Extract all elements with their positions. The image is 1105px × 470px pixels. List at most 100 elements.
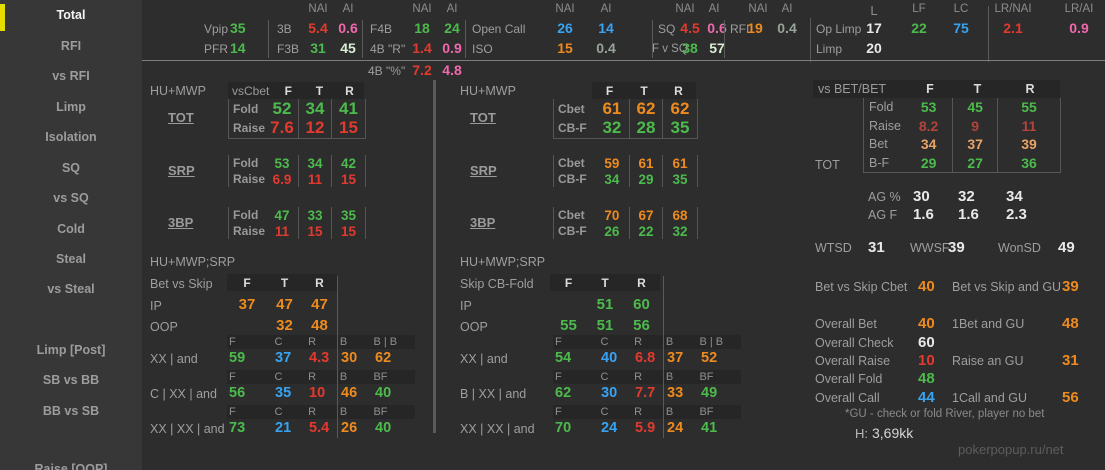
stat-value: 37 <box>953 135 998 154</box>
stat-value: 7.7 <box>635 385 656 401</box>
sidebar-item-partial[interactable]: Raise [OOP] <box>34 462 108 470</box>
sidebar-item-bb-vs-sb[interactable]: BB vs SB <box>42 404 100 418</box>
col-header-nai: NAI <box>412 3 432 15</box>
wtsd-value: 31 <box>868 239 885 256</box>
stat-value: 6.8 <box>635 350 656 366</box>
stat-value: 51 <box>596 317 614 334</box>
stat-value: 7.6 <box>266 118 299 138</box>
watermark: pokerpopup.ru/net <box>958 442 1064 457</box>
stat-value: 15 <box>340 223 357 239</box>
divider <box>810 18 811 62</box>
line-label: XX | XX | and <box>150 422 225 436</box>
overall-check-value: 60 <box>918 334 935 351</box>
sidebar-item-vs-sq[interactable]: vs SQ <box>53 191 89 205</box>
col-flop: F <box>926 82 934 96</box>
subcol-header: F C R B BF <box>227 405 415 419</box>
col-f: F <box>555 336 562 348</box>
overall-fold-label: Overall Fold <box>815 372 883 386</box>
divider <box>362 20 363 58</box>
stat-f-v-sq-label: F v SQ <box>652 43 688 55</box>
stat-3b-nai: 5.4 <box>308 20 328 36</box>
overall-raise-value: 10 <box>918 352 935 369</box>
col-f: F <box>229 406 236 418</box>
skip-cb-fold-label: Skip CB-Fold <box>460 277 534 291</box>
line-values: 56 35 10 46 40 <box>227 384 417 402</box>
raise-an-gu-label: Raise an GU <box>952 354 1024 368</box>
col-flop: F <box>605 83 614 98</box>
panel2-3bp-table: Cbet 70 67 68 CB-F 26 22 32 <box>553 207 698 239</box>
row-label: Raise <box>869 118 901 133</box>
subcol-header: F C R B B | B <box>227 335 415 349</box>
stat-value: 24 <box>667 420 684 436</box>
col-flop: F <box>243 275 251 290</box>
col-f: F <box>555 406 562 418</box>
col-header-nai: NAI <box>675 3 695 15</box>
stat-value: 32 <box>672 223 688 239</box>
sidebar-item-rfi[interactable]: RFI <box>60 39 82 53</box>
sidebar-item-sq[interactable]: SQ <box>61 161 81 175</box>
line-values: 73 21 5.4 26 40 <box>227 419 417 437</box>
stat-value: 34 <box>299 99 333 119</box>
stat-f-v-sq-ai: 57 <box>709 40 725 56</box>
panel2-title: HU+MWP <box>460 84 516 98</box>
stat-value: 59 <box>595 155 630 171</box>
stat-value: 35 <box>670 118 690 138</box>
header-divider <box>142 60 1105 61</box>
stat-value: 33 <box>299 207 333 223</box>
col-header-nai: NAI <box>748 3 768 15</box>
stat-value: 61 <box>630 155 663 171</box>
wwsf-value: 39 <box>948 239 965 256</box>
stat-4b-r-label: 4B "R" <box>370 42 406 56</box>
sidebar-item-sb-vs-bb[interactable]: SB vs BB <box>42 373 100 387</box>
col-b: B <box>665 336 674 348</box>
stat-value: 56 <box>633 317 650 334</box>
stat-value: 60 <box>633 296 650 313</box>
bet-vs-skip-cbet-value: 40 <box>918 278 935 295</box>
stat-pfr-label: PFR <box>204 42 228 56</box>
sidebar-item-total[interactable]: Total <box>56 8 86 22</box>
sidebar-item-limp-post[interactable]: Limp [Post] <box>36 343 106 357</box>
col-header-nai: NAI <box>308 3 328 15</box>
stat-value: 47 <box>266 207 299 223</box>
stat-vpip-value: 35 <box>230 20 246 36</box>
row-label: CB-F <box>558 172 587 186</box>
stat-value: 35 <box>275 385 292 401</box>
stat-value: 34 <box>905 135 954 154</box>
stat-value: 52 <box>701 350 718 366</box>
stat-vpip-label: Vpip <box>203 22 228 36</box>
stat-value: 24 <box>601 420 618 436</box>
col-c: C <box>274 371 283 383</box>
col-f: F <box>555 371 562 383</box>
stat-value: 35 <box>672 171 688 187</box>
panel-divider <box>433 80 436 433</box>
col-r: R <box>308 406 317 418</box>
stat-value: 29 <box>905 153 954 172</box>
sidebar-item-isolation[interactable]: Isolation <box>45 130 97 144</box>
col-b: B <box>665 371 674 383</box>
col-turn: T <box>280 275 289 290</box>
stat-value: 55 <box>1021 99 1037 116</box>
stat-op-limp-lr-nai: 2.1 <box>1003 20 1023 36</box>
stat-f3b-ai: 45 <box>340 40 356 56</box>
stat-open-call-ai: 14 <box>598 20 614 36</box>
row-label: Fold <box>233 208 259 222</box>
stat-value: 28 <box>630 118 663 138</box>
overall-call-value: 44 <box>918 389 935 406</box>
sidebar-item-cold[interactable]: Cold <box>57 222 85 236</box>
panel1-srp-table: Fold 53 34 42 Raise 6.9 11 15 <box>228 155 366 187</box>
stat-value: 73 <box>229 420 246 436</box>
stat-f4b-label: F4B <box>370 22 393 36</box>
sidebar-item-steal[interactable]: Steal <box>56 252 86 266</box>
sidebar-item-vs-steal[interactable]: vs Steal <box>47 282 95 296</box>
stat-4b-pct-label: 4B "%" <box>368 64 406 78</box>
stat-value: 22 <box>630 223 663 239</box>
stat-value: 52 <box>266 99 299 119</box>
overall-call-label: Overall Call <box>815 391 880 405</box>
sidebar-item-limp[interactable]: Limp <box>56 100 86 114</box>
bet-vs-skip-gu-label: Bet vs Skip and GU <box>952 280 1062 294</box>
sidebar-item-vs-rfi[interactable]: vs RFI <box>52 69 90 83</box>
stat-value: 8.2 <box>905 116 954 135</box>
line-label: B | XX | and <box>460 387 527 401</box>
line-values: 54 40 6.8 37 52 <box>553 349 743 367</box>
divider <box>724 20 725 58</box>
